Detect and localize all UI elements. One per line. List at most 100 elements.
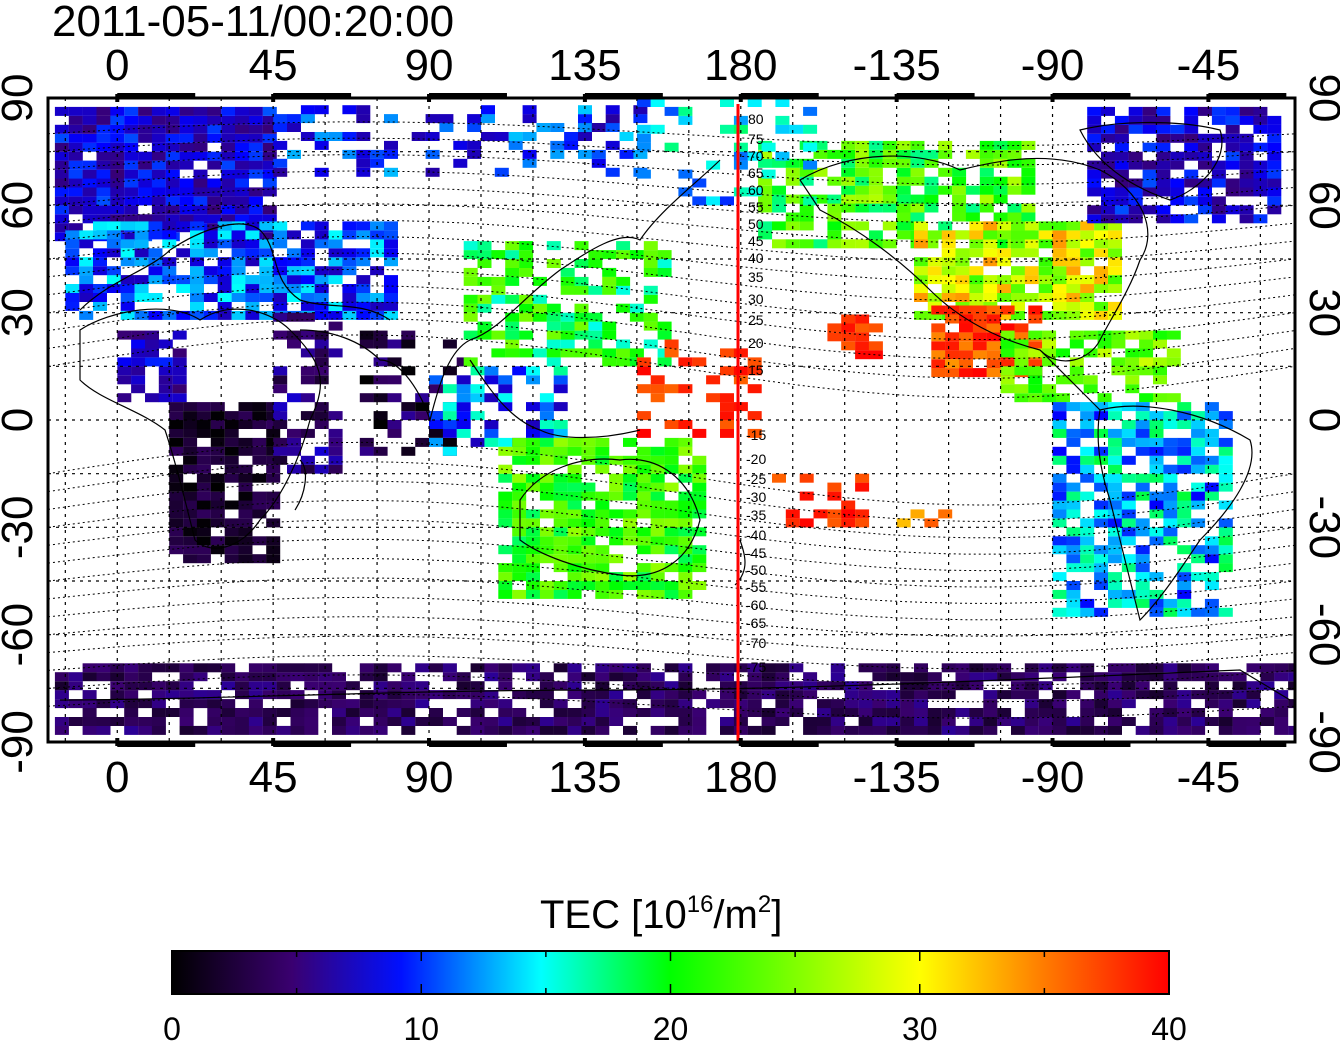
tec-cell — [262, 115, 277, 125]
tec-cell — [636, 446, 651, 456]
tec-cell — [179, 106, 194, 116]
tec-cell — [1083, 384, 1098, 394]
tec-cell — [1021, 212, 1036, 222]
tec-cell — [900, 725, 915, 735]
tec-cell — [591, 149, 606, 159]
tec-cell — [1204, 536, 1219, 546]
tec-cell — [1080, 230, 1095, 240]
tec-cell — [519, 348, 534, 358]
tec-cell — [117, 357, 132, 367]
tec-cell — [574, 276, 589, 286]
tec-cell — [664, 509, 679, 519]
tec-cell — [1080, 717, 1095, 726]
tec-cell — [550, 149, 565, 159]
tec-cell — [588, 339, 603, 349]
tec-cell — [169, 446, 184, 456]
tec-cell — [165, 214, 180, 224]
tec-cell — [941, 293, 956, 302]
tec-cell — [151, 681, 166, 691]
tec-cell — [221, 699, 236, 709]
tec-cell — [221, 178, 236, 188]
tec-cell — [429, 384, 443, 394]
tec-cell — [266, 464, 281, 474]
tec-cell — [706, 160, 721, 170]
tec-cell — [1038, 221, 1053, 231]
tec-cell — [1097, 393, 1112, 403]
tec-cell — [210, 455, 225, 465]
tec-cell — [868, 167, 883, 177]
tec-cell — [817, 708, 831, 717]
tec-cell — [79, 230, 94, 240]
tec-cell — [692, 500, 707, 510]
tec-cell — [1149, 464, 1164, 474]
tec-cell — [210, 473, 225, 483]
tec-cell — [196, 509, 211, 519]
tec-cell — [54, 690, 69, 700]
tec-cell — [470, 717, 485, 726]
tec-cell — [1080, 527, 1095, 537]
tec-cell — [477, 250, 492, 260]
tec-cell — [151, 214, 166, 224]
tec-cell — [193, 205, 208, 215]
tec-cell — [373, 708, 388, 717]
tec-cell — [93, 257, 107, 267]
tec-cell — [581, 491, 596, 501]
tec-cell — [1211, 106, 1226, 116]
tec-cell — [758, 194, 773, 204]
tec-cell — [1052, 500, 1067, 510]
tec-cell — [692, 482, 707, 492]
tec-cell — [193, 725, 208, 735]
tec-cell — [248, 142, 263, 152]
tec-cell — [65, 293, 80, 302]
mag-lat-label: 40 — [748, 250, 764, 266]
tec-cell — [1177, 545, 1192, 555]
tec-cell — [207, 699, 222, 709]
tec-cell — [151, 663, 166, 673]
tec-cell — [813, 509, 828, 519]
tec-cell — [484, 366, 499, 376]
tec-cell — [868, 350, 883, 360]
tec-cell — [959, 341, 973, 351]
tec-cell — [498, 375, 513, 385]
tec-cell — [616, 250, 631, 260]
tec-cell — [855, 221, 870, 231]
tec-cell — [512, 509, 527, 519]
tec-cell — [539, 672, 554, 682]
tec-cell — [1128, 124, 1143, 134]
tec-cell — [539, 402, 554, 412]
tec-cell — [196, 527, 211, 537]
tec-cell — [1135, 518, 1150, 528]
tec-cell — [595, 572, 610, 582]
tec-cell — [314, 293, 329, 302]
tec-cell — [512, 446, 527, 456]
tec-cell — [138, 672, 153, 682]
tec-cell — [941, 690, 956, 700]
tec-cell — [772, 473, 786, 483]
tec-cell — [623, 473, 637, 483]
tec-cell — [775, 699, 790, 709]
tec-cell — [605, 140, 620, 150]
tec-cell — [799, 203, 814, 213]
tec-cell — [1163, 420, 1178, 429]
tec-cell — [602, 285, 617, 295]
tec-cell — [678, 437, 693, 447]
tec-cell — [332, 672, 346, 682]
tec-cell — [664, 527, 679, 537]
tec-cell — [463, 294, 478, 304]
tec-cell — [463, 276, 478, 286]
tec-cell — [602, 267, 617, 277]
tec-cell — [1121, 527, 1136, 537]
tec-cell — [158, 393, 173, 403]
tec-cell — [924, 176, 939, 186]
tec-cell — [1170, 187, 1185, 197]
tec-cell — [484, 690, 499, 700]
tec-cell — [1163, 598, 1178, 608]
tec-cell — [761, 725, 776, 735]
tec-cell — [207, 178, 222, 188]
tec-cell — [629, 312, 644, 322]
longitude-bottom-labels: 0 45 90 135 180 -135 -90 -45 — [105, 753, 1240, 802]
tec-cell — [1011, 725, 1025, 735]
mag-lat-line — [48, 301, 1295, 360]
tec-cell — [747, 690, 762, 700]
tec-cell — [1135, 663, 1150, 673]
